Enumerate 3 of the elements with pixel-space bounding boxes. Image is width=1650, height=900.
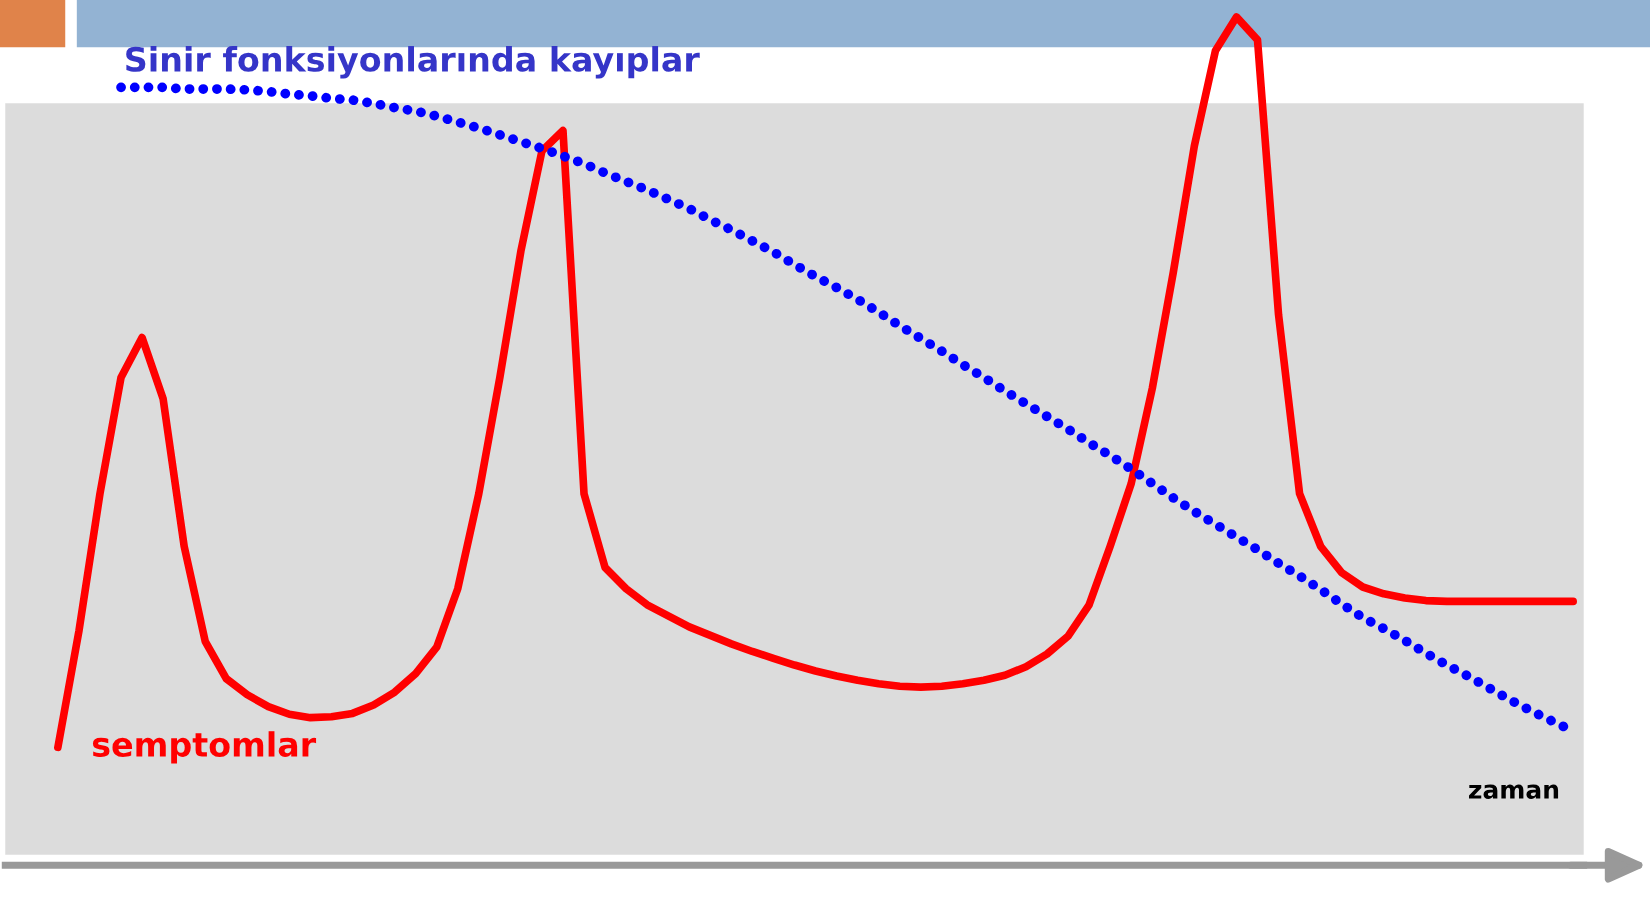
x-axis-title: zaman: [1469, 784, 1559, 799]
series-label: Sinir fonksiyonlarında kayıplar: [126, 46, 700, 79]
series-label: semptomlar: [92, 731, 317, 764]
